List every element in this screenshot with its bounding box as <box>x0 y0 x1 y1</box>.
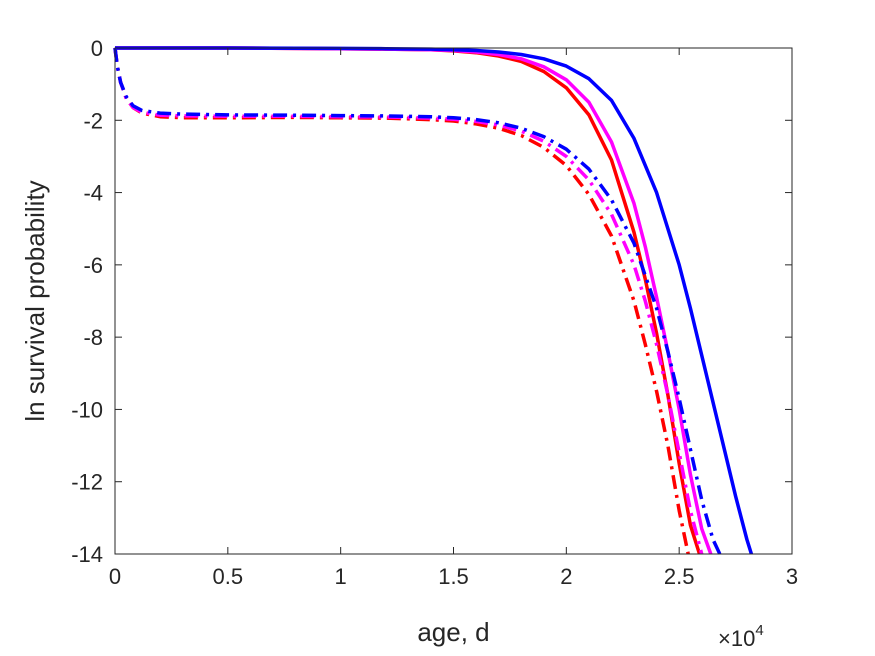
y-tick-label: -14 <box>71 542 103 567</box>
series-line-6 <box>113 47 722 555</box>
series-layer <box>113 46 754 555</box>
y-axis-ticks: 0 -2 -4 -6 -8 -10 -12 -14 <box>71 36 792 567</box>
x-axis-ticks: 0 0.5 1 1.5 2 2.5 3 <box>109 48 798 589</box>
y-tick-label: -4 <box>83 181 103 206</box>
y-tick-label: -10 <box>71 397 103 422</box>
x-tick-label: 3 <box>786 564 798 589</box>
x-tick-label: 0 <box>109 564 121 589</box>
series-line-3 <box>115 46 754 555</box>
series-line-1 <box>115 46 702 555</box>
x-tick-label: 0.5 <box>213 564 244 589</box>
x-tick-label: 2 <box>560 564 572 589</box>
y-axis-label: ln survival probability <box>20 180 50 421</box>
x-tick-label: 1.5 <box>438 564 469 589</box>
y-tick-label: -12 <box>71 470 103 495</box>
x-axis-multiplier-base: ×10 <box>718 626 755 651</box>
x-tick-label: 2.5 <box>664 564 695 589</box>
y-tick-label: -6 <box>83 253 103 278</box>
y-tick-label: -2 <box>83 108 103 133</box>
x-axis-multiplier-exponent: 4 <box>755 622 763 639</box>
x-axis-multiplier: ×104 <box>718 622 764 651</box>
y-tick-label: 0 <box>91 36 103 61</box>
series-line-2 <box>115 46 713 555</box>
x-tick-label: 1 <box>335 564 347 589</box>
y-tick-label: -8 <box>83 325 103 350</box>
series-line-5 <box>113 47 704 555</box>
x-axis-label: age, d <box>417 617 489 647</box>
